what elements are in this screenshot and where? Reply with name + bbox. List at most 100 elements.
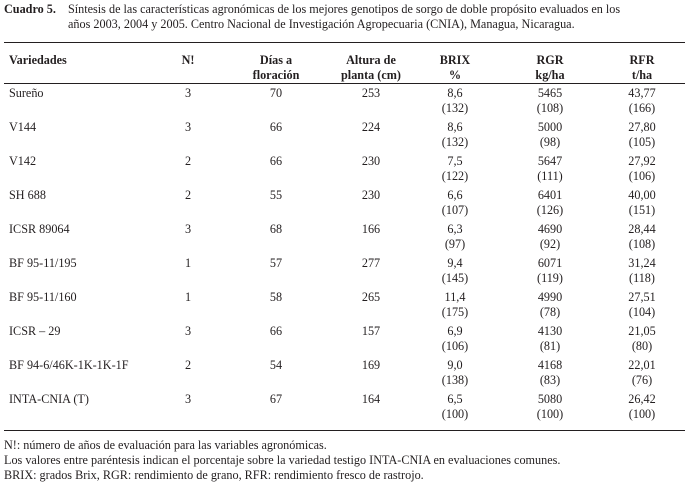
cell-rgr-percent: (81) [539, 339, 561, 353]
cell-variedad: INTA-CNIA (T) [9, 392, 179, 407]
cell-variedad-value: BF 95-11/160 [9, 290, 77, 304]
cell-rgr: 4168 (83) [520, 358, 580, 388]
cell-rgr: 4690 (92) [520, 222, 580, 252]
cell-brix-value: 7,5 [447, 154, 463, 168]
cell-dias-value: 66 [269, 324, 283, 338]
cell-rfr-value: 28,44 [628, 222, 656, 236]
cell-rfr: 21,05 (80) [612, 324, 672, 354]
header-rgr: RGR kg/ha [520, 53, 580, 83]
cell-rfr-percent: (76) [631, 373, 653, 387]
header-dias-line-1: Días a [259, 53, 293, 67]
cell-rgr-percent: (126) [536, 203, 564, 217]
header-rfr-line-2: t/ha [631, 68, 653, 82]
cell-rfr-value: 26,42 [628, 392, 656, 406]
cell-altura: 169 [326, 358, 416, 373]
cell-brix: 11,4 (175) [430, 290, 480, 320]
top-rule [4, 42, 685, 43]
header-altura: Altura de planta (cm) [326, 53, 416, 83]
cell-altura-value: 224 [361, 120, 381, 134]
header-rule [4, 83, 685, 84]
table-caption: Cuadro 5. Síntesis de las características… [4, 2, 684, 32]
cell-dias-value: 67 [269, 392, 283, 406]
cell-brix-percent: (138) [441, 373, 469, 387]
cell-dias-value: 66 [269, 120, 283, 134]
cell-variedad-value: BF 94-6/46K-1K-1K-1F [9, 358, 129, 372]
cell-brix-percent: (106) [441, 339, 469, 353]
header-rgr-line-1: RGR [536, 53, 564, 67]
cell-rgr: 4130 (81) [520, 324, 580, 354]
cell-rgr: 5465 (108) [520, 86, 580, 116]
cell-rgr: 4990 (78) [520, 290, 580, 320]
cell-brix-value: 6,5 [447, 392, 463, 406]
cell-n: 3 [176, 324, 200, 339]
cell-rgr-value: 6071 [537, 256, 563, 270]
cell-rfr-percent: (104) [628, 305, 656, 319]
cell-rfr: 27,80 (105) [612, 120, 672, 150]
cell-rgr-value: 4990 [537, 290, 563, 304]
cell-n: 3 [176, 222, 200, 237]
cell-variedad: Sureño [9, 86, 179, 101]
header-n: N! [181, 53, 195, 67]
cell-brix: 6,3 (97) [430, 222, 480, 252]
cell-dias-value: 58 [269, 290, 283, 304]
cell-variedad-value: V142 [9, 154, 37, 168]
cell-n-value: 3 [184, 120, 192, 134]
cell-rgr-percent: (78) [539, 305, 561, 319]
cell-brix: 6,9 (106) [430, 324, 480, 354]
cell-variedad-value: ICSR 89064 [9, 222, 70, 236]
cell-rfr-percent: (80) [631, 339, 653, 353]
cell-brix-percent: (175) [441, 305, 469, 319]
note-percent: Los valores entre paréntesis indican el … [4, 453, 561, 467]
cell-brix: 8,6 (132) [430, 120, 480, 150]
cell-variedad: ICSR – 29 [9, 324, 179, 339]
cell-brix: 6,5 (100) [430, 392, 480, 422]
cell-altura: 166 [326, 222, 416, 237]
cell-altura-value: 166 [361, 222, 381, 236]
cell-rfr-value: 31,24 [628, 256, 656, 270]
cell-dias-value: 55 [269, 188, 283, 202]
note-abbreviations: BRIX: grados Brix, RGR: rendimiento de g… [4, 468, 424, 482]
cell-dias-value: 57 [269, 256, 283, 270]
cell-rfr: 27,51 (104) [612, 290, 672, 320]
cell-rfr-percent: (166) [628, 101, 656, 115]
cell-rgr-value: 6401 [537, 188, 563, 202]
cell-brix-value: 8,6 [447, 86, 463, 100]
cell-rfr-percent: (118) [629, 271, 655, 285]
cell-rfr-value: 22,01 [628, 358, 656, 372]
cell-dias: 66 [236, 324, 316, 339]
cell-rfr-percent: (106) [628, 169, 656, 183]
cell-dias-value: 66 [269, 154, 283, 168]
cell-variedad: V144 [9, 120, 179, 135]
cell-rfr-value: 27,92 [628, 154, 656, 168]
cell-variedad: BF 94-6/46K-1K-1K-1F [9, 358, 179, 373]
cell-rfr: 40,00 (151) [612, 188, 672, 218]
cell-altura: 224 [326, 120, 416, 135]
caption-line-1: Cuadro 5. Síntesis de las características… [4, 2, 684, 17]
cell-altura: 277 [326, 256, 416, 271]
cell-rfr: 26,42 (100) [612, 392, 672, 422]
cell-n: 1 [176, 256, 200, 271]
cell-n-value: 1 [184, 290, 192, 304]
cell-dias: 57 [236, 256, 316, 271]
header-rfr-line-1: RFR [629, 53, 655, 67]
cell-brix-value: 8,6 [447, 120, 463, 134]
cell-altura-value: 157 [361, 324, 381, 338]
cell-rgr-value: 4690 [537, 222, 563, 236]
cell-altura-value: 277 [361, 256, 381, 270]
cell-dias: 54 [236, 358, 316, 373]
cell-variedad-value: INTA-CNIA (T) [9, 392, 89, 406]
cell-rgr-value: 5465 [537, 86, 563, 100]
cell-altura: 230 [326, 188, 416, 203]
caption-text-2: años 2003, 2004 y 2005. Centro Nacional … [68, 17, 575, 31]
cell-rfr-value: 21,05 [628, 324, 656, 338]
header-dias: Días a floración [236, 53, 316, 83]
cell-n-value: 3 [184, 324, 192, 338]
cell-n-value: 2 [184, 188, 192, 202]
cell-rgr: 6071 (119) [520, 256, 580, 286]
cell-n-value: 3 [184, 86, 192, 100]
cell-variedad-value: BF 95-11/195 [9, 256, 77, 270]
cell-brix: 9,4 (145) [430, 256, 480, 286]
cell-dias-value: 68 [269, 222, 283, 236]
cell-brix-value: 6,9 [447, 324, 463, 338]
header-rgr-line-2: kg/ha [535, 68, 565, 82]
